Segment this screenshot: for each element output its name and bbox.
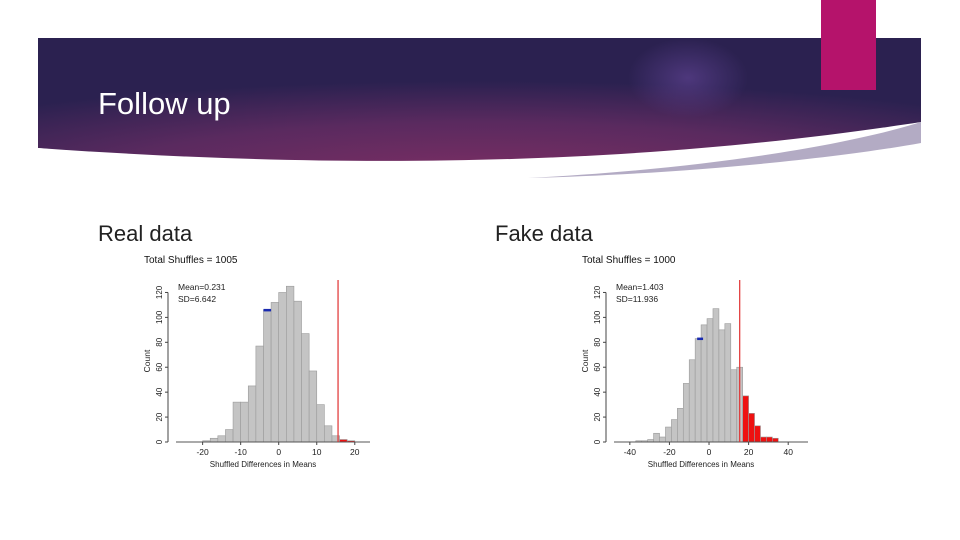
chart0-bar <box>263 309 272 443</box>
chart0-stat: SD=6.642 <box>178 294 216 304</box>
chart1-stat: Mean=1.403 <box>616 282 664 292</box>
chart0-ylabel: Count <box>142 349 152 372</box>
real-data-label: Real data <box>98 221 193 246</box>
chart1-title: Total Shuffles = 1000 <box>582 255 676 266</box>
chart0-bar <box>278 292 287 443</box>
chart1-bar <box>700 324 708 443</box>
chart0-bar <box>308 370 318 443</box>
fake-data-histogram-svg: Total Shuffles = 1000 Mean=1.403 SD=11.936… <box>580 255 808 469</box>
chart1-bar <box>706 318 714 443</box>
fake-data-histogram: Total Shuffles = 1000 Mean=1.403 SD=11.936… <box>576 252 826 474</box>
chart0-title: Total Shuffles = 1005 <box>144 255 238 266</box>
chart1-x-tick-label: 40 <box>783 447 793 457</box>
chart1-x-tick-label: -40 <box>624 447 637 457</box>
chart1-ylabel: Count <box>580 349 590 372</box>
chart1-bar <box>694 338 702 443</box>
chart1-bar <box>653 432 660 443</box>
chart1-bar <box>742 395 749 443</box>
chart1-bar <box>724 323 732 443</box>
accent-bar <box>821 0 876 90</box>
chart0-x-tick-label: 10 <box>312 447 322 457</box>
chart1-stat: SD=11.936 <box>616 294 658 304</box>
chart0-x-tick-label: -10 <box>235 447 248 457</box>
chart0-bar <box>286 285 295 443</box>
chart1-bar <box>682 383 690 443</box>
chart0-stat: Mean=0.231 <box>178 282 226 292</box>
slide-title: Follow up <box>98 86 231 121</box>
chart0-xlabel: Shuffled Differences in Means <box>210 460 316 469</box>
chart1-bar <box>688 359 696 443</box>
chart0-mean-marker <box>263 308 272 312</box>
chart0-x-tick-label: -20 <box>196 447 209 457</box>
chart1-x-tick-label: 0 <box>707 447 712 457</box>
real-data-histogram-svg: Total Shuffles = 1005 Mean=0.231 SD=6.642 0… <box>142 255 370 469</box>
chart0-bar <box>293 300 302 443</box>
chart1-mean-marker <box>697 337 704 341</box>
chart1-bar <box>671 419 678 443</box>
chart0-y-tick-label: 100 <box>155 310 164 324</box>
chart0-y-tick-label: 0 <box>155 439 164 444</box>
chart0-x-tick-label: 0 <box>276 447 281 457</box>
chart1-bar <box>659 436 666 443</box>
chart1-bar <box>748 413 755 443</box>
chart0-y-tick-label: 60 <box>155 362 164 371</box>
chart0-y-tick-label: 20 <box>155 412 164 421</box>
chart1-y-tick-label: 40 <box>593 387 602 396</box>
chart1-bar <box>754 425 761 443</box>
chart0-bar <box>217 435 226 443</box>
chart0-bar <box>240 401 249 443</box>
chart1-y-tick-label: 100 <box>593 310 602 324</box>
chart0-bar <box>247 385 257 443</box>
chart0-bar <box>232 401 241 443</box>
chart0-bar <box>270 302 280 443</box>
chart1-x-tick-label: 20 <box>744 447 754 457</box>
chart0-bar <box>225 429 234 443</box>
chart1-bar <box>712 308 720 443</box>
chart0-y-tick-label: 80 <box>155 337 164 346</box>
chart0-bar <box>209 437 219 443</box>
real-data-histogram: Total Shuffles = 1005 Mean=0.231 SD=6.642 0… <box>138 252 388 474</box>
chart1-bar <box>677 408 684 443</box>
chart0-y-tick-label: 40 <box>155 387 164 396</box>
chart0-bar <box>316 404 325 443</box>
chart1-y-tick-label: 20 <box>593 412 602 421</box>
chart0-x-tick-label: 20 <box>350 447 360 457</box>
chart1-bar <box>760 436 767 443</box>
chart1-bar <box>766 436 773 443</box>
chart1-bar <box>730 369 738 443</box>
chart1-y-tick-label: 60 <box>593 362 602 371</box>
chart1-bar <box>772 437 779 443</box>
fake-data-label: Fake data <box>495 221 593 246</box>
chart1-y-tick-label: 0 <box>593 439 602 444</box>
title-banner <box>38 38 921 178</box>
chart0-y-tick-label: 120 <box>155 285 164 299</box>
chart1-y-tick-label: 120 <box>593 285 602 299</box>
chart0-bar <box>324 425 333 443</box>
chart0-bar <box>255 345 264 443</box>
chart1-bar <box>665 426 672 443</box>
chart1-x-tick-label: -20 <box>663 447 676 457</box>
chart1-bar <box>718 329 726 443</box>
chart0-bar <box>301 333 310 443</box>
chart1-xlabel: Shuffled Differences in Means <box>648 460 754 469</box>
chart1-y-tick-label: 80 <box>593 337 602 346</box>
